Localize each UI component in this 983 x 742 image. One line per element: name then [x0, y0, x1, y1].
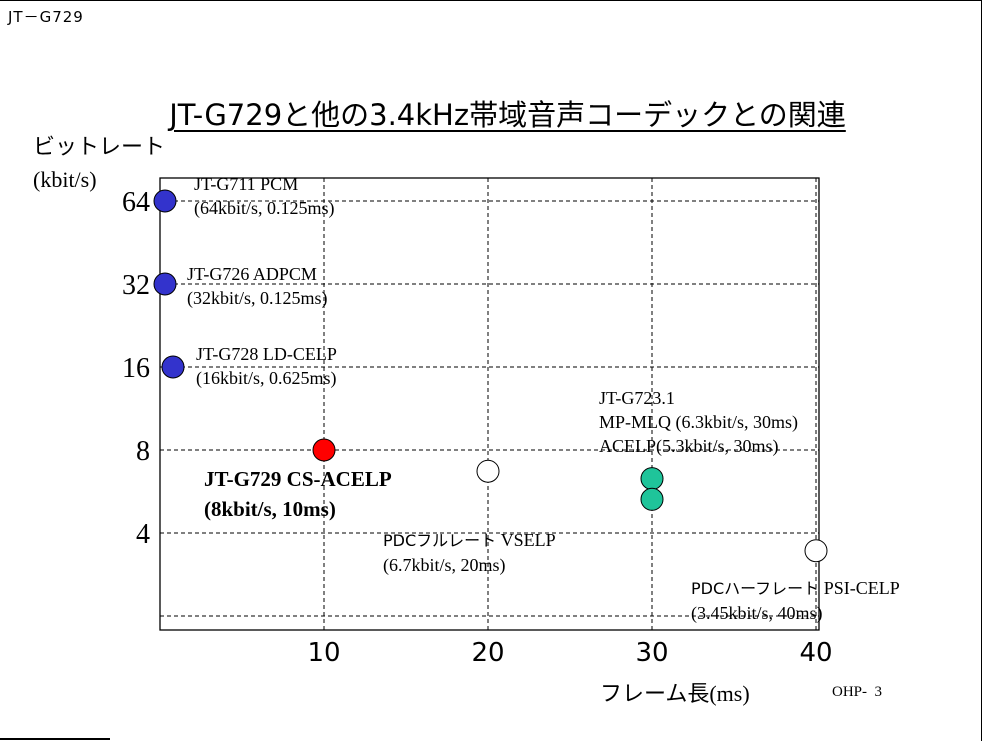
- point-jt-g711-pcm: [153, 189, 177, 213]
- label-pdc-full-name-en: VSELP: [496, 530, 556, 550]
- page-number: OHP- 3: [832, 684, 882, 701]
- label-g7231: JT-G723.1 MP-MLQ (6.3kbit/s, 30ms) ACELP…: [599, 386, 798, 458]
- y-tick-label-4: 4: [136, 519, 150, 550]
- x-tick-label-30: 30: [635, 638, 668, 668]
- y-axis-unit: (kbit/s): [33, 167, 97, 192]
- point-pdc-vselp: [476, 459, 500, 483]
- label-g7231-acelp: ACELP(5.3kbit/s, 30ms): [599, 436, 779, 456]
- page-label: OHP-: [832, 684, 868, 700]
- label-pdc-half-name-jp: PDCハーフレート: [691, 579, 820, 598]
- point-jt-g723-1-acelp: [640, 487, 664, 511]
- chart-title: JT-G729と他の3.4kHz帯域音声コーデックとの関連: [169, 98, 846, 132]
- label-pdc-full: PDCフルレート VSELP (6.7kbit/s, 20ms): [383, 528, 556, 577]
- label-g729-name: JT-G729 CS-ACELP: [204, 467, 392, 491]
- y-tick-label-64: 64: [122, 187, 150, 218]
- point-pdc-psi-celp: [804, 539, 828, 563]
- label-pdc-half-name: PDCハーフレート PSI-CELP: [691, 576, 900, 601]
- label-g729: JT-G729 CS-ACELP (8kbit/s, 10ms): [204, 464, 392, 524]
- label-g726-detail: (32kbit/s, 0.125ms): [187, 288, 328, 308]
- document-code: JT－G729: [8, 8, 84, 26]
- point-jt-g729-cs-acelp: [312, 438, 336, 462]
- x-axis-label: フレーム長(ms): [600, 676, 750, 708]
- x-axis-unit: (ms): [709, 681, 750, 706]
- y-tick-label-16: 16: [122, 353, 150, 384]
- label-g726-name: JT-G726 ADPCM: [187, 264, 317, 284]
- plot-frame: [159, 177, 820, 631]
- label-g726: JT-G726 ADPCM (32kbit/s, 0.125ms): [187, 262, 328, 310]
- x-axis-title: フレーム長: [600, 682, 710, 707]
- point-jt-g723-1-mp-mlq: [640, 467, 664, 491]
- label-pdc-full-name: PDCフルレート VSELP: [383, 528, 556, 553]
- label-pdc-half-detail: (3.45kbit/s, 40ms): [691, 603, 823, 623]
- label-g711-detail: (64kbit/s, 0.125ms): [194, 198, 335, 218]
- label-pdc-full-name-jp: PDCフルレート: [383, 531, 497, 550]
- y-tick-label-32: 32: [122, 270, 150, 301]
- label-g728: JT-G728 LD-CELP (16kbit/s, 0.625ms): [196, 342, 337, 390]
- label-g729-detail: (8kbit/s, 10ms): [204, 497, 336, 521]
- label-g728-name: JT-G728 LD-CELP: [196, 344, 337, 364]
- point-jt-g728-ld-celp: [161, 355, 185, 379]
- point-jt-g726-adpcm: [153, 272, 177, 296]
- x-tick-label-40: 40: [799, 638, 832, 668]
- y-tick-label-8: 8: [136, 436, 150, 467]
- label-pdc-half: PDCハーフレート PSI-CELP (3.45kbit/s, 40ms): [691, 576, 900, 625]
- label-g728-detail: (16kbit/s, 0.625ms): [196, 368, 337, 388]
- label-g7231-name: JT-G723.1: [599, 388, 675, 408]
- x-tick-label-10: 10: [307, 638, 340, 668]
- bottom-rule: [0, 738, 110, 740]
- label-pdc-full-detail: (6.7kbit/s, 20ms): [383, 555, 506, 575]
- y-axis-title: ビットレート: [33, 135, 166, 160]
- y-axis-label: ビットレート (kbit/s): [33, 132, 165, 196]
- label-g711-name: JT-G711 PCM: [194, 174, 299, 194]
- label-pdc-half-name-en: PSI-CELP: [819, 578, 900, 598]
- label-g7231-mpmlq: MP-MLQ (6.3kbit/s, 30ms): [599, 412, 799, 432]
- x-tick-label-20: 20: [471, 638, 504, 668]
- label-g711: JT-G711 PCM (64kbit/s, 0.125ms): [194, 172, 335, 220]
- page-number-value: 3: [874, 684, 883, 700]
